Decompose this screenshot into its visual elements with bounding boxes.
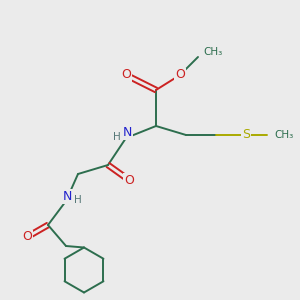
Text: O: O xyxy=(121,68,131,82)
Text: O: O xyxy=(124,173,134,187)
Text: CH₃: CH₃ xyxy=(274,130,294,140)
Text: CH₃: CH₃ xyxy=(203,46,223,57)
Text: O: O xyxy=(22,230,32,244)
Text: N: N xyxy=(63,190,72,203)
Text: H: H xyxy=(74,195,81,206)
Text: N: N xyxy=(123,126,132,139)
Text: O: O xyxy=(175,68,185,82)
Text: S: S xyxy=(242,128,250,142)
Text: H: H xyxy=(113,131,121,142)
